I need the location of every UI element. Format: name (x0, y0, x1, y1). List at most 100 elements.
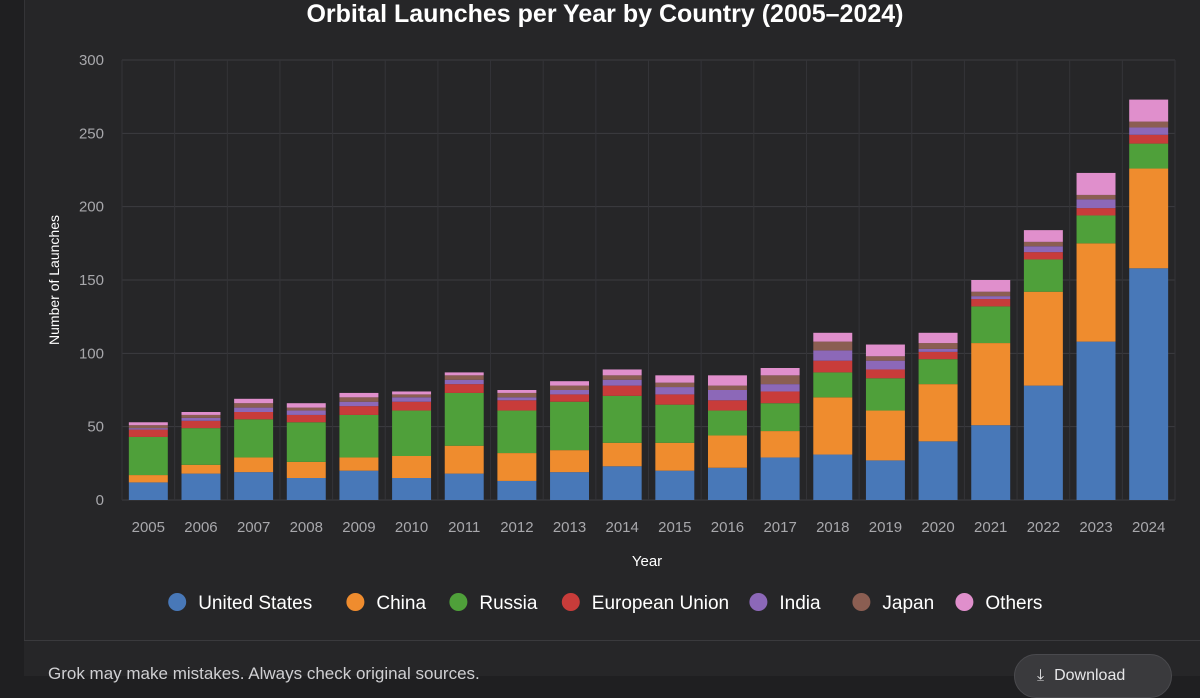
bar-segment (550, 381, 590, 386)
bar-segment (707, 435, 747, 468)
x-tick-label: 2014 (605, 519, 638, 536)
legend-swatch (561, 593, 580, 611)
bar-segment (286, 478, 326, 500)
x-tick-label: 2024 (1132, 519, 1165, 536)
bar-segment (971, 299, 1011, 307)
x-tick-label: 2018 (816, 519, 849, 536)
bar-segment (655, 470, 695, 500)
bar-segment (339, 470, 379, 500)
bar-segment (234, 457, 274, 473)
bar-segment (550, 394, 590, 402)
disclaimer-text: Grok may make mistakes. Always check ori… (48, 664, 480, 683)
bar-segment (392, 456, 432, 478)
legend-label: India (779, 593, 821, 614)
bar-segment (918, 332, 958, 344)
legend-item: Japan (852, 593, 934, 614)
bar-segment (865, 410, 905, 461)
y-tick-label: 200 (79, 199, 104, 216)
bar-segment (444, 445, 484, 474)
bar-segment (1076, 215, 1116, 244)
bar-segment (971, 306, 1011, 344)
bar-segment (497, 480, 537, 500)
bar-segment (971, 343, 1011, 426)
legend-label: Japan (882, 593, 934, 614)
bar-segment (444, 372, 484, 376)
legend: United States China Russia European Union In… (168, 593, 1042, 614)
download-button[interactable]: ⤓ Download (1014, 654, 1172, 698)
bar-segment (813, 341, 853, 351)
bar-segment (655, 394, 695, 405)
bar-segment (128, 429, 168, 437)
y-tick-label: 300 (79, 52, 104, 69)
bar-segment (865, 356, 905, 361)
bar-segment (655, 375, 695, 383)
x-tick-label: 2012 (500, 519, 533, 536)
bar-segment (1023, 230, 1063, 242)
bar-segment (339, 414, 379, 458)
bar-segment (550, 472, 590, 500)
bar-segment (392, 391, 432, 395)
bar-segment (813, 332, 853, 342)
bar-segment (286, 403, 326, 408)
bar-segment (444, 375, 484, 380)
bar-segment (918, 441, 958, 500)
bar-segment (971, 280, 1011, 292)
y-tick-label: 0 (96, 492, 104, 509)
bar-segment (813, 350, 853, 361)
bar-segment (813, 372, 853, 398)
grid-lines (121, 59, 1176, 501)
x-tick-label: 2019 (869, 519, 902, 536)
stacked-bar-chart: Orbital Launches per Year by Country (20… (46, 0, 1176, 614)
bar-segment (497, 410, 537, 454)
bar-segment (234, 472, 274, 500)
bar-segment (128, 425, 168, 429)
x-tick-label: 2005 (132, 519, 165, 536)
legend-item: China (346, 593, 426, 614)
bar-segment (1023, 241, 1063, 247)
bar-segment (971, 425, 1011, 500)
bar-segment (918, 384, 958, 442)
bar-segment (286, 407, 326, 411)
legend-item: Russia (449, 593, 538, 614)
bar-segment (339, 401, 379, 407)
bar-segment (813, 360, 853, 373)
bar-segment (128, 475, 168, 483)
bar-segment (1023, 291, 1063, 386)
bar-segment (392, 410, 432, 456)
bar-segment (497, 400, 537, 411)
download-icon: ⤓ (1037, 667, 1045, 684)
legend-swatch (168, 593, 187, 611)
bar-segment (1023, 259, 1063, 292)
legend-label: Russia (479, 593, 538, 614)
bar-segment (286, 414, 326, 423)
bar-segment (1076, 199, 1116, 209)
bar-segment (444, 473, 484, 500)
chart-title: Orbital Launches per Year by Country (20… (306, 0, 903, 28)
bar-segment (392, 478, 432, 500)
bar-segment (655, 387, 695, 395)
bar-segment (497, 397, 537, 401)
bar-segment (813, 397, 853, 455)
bar-segment (1076, 194, 1116, 200)
x-tick-label: 2007 (237, 519, 270, 536)
y-tick-label: 150 (79, 272, 104, 289)
bar-segment (181, 414, 221, 418)
legend-item: Others (955, 593, 1042, 614)
legend-item: European Union (561, 593, 729, 614)
bar-segment (760, 457, 800, 500)
bar-segment (1076, 172, 1116, 195)
bar-segment (1023, 385, 1063, 500)
bar-segment (918, 343, 958, 349)
bar-segment (1129, 134, 1169, 144)
bar-segment (181, 417, 221, 421)
bar-segment (339, 397, 379, 402)
x-tick-label: 2023 (1079, 519, 1112, 536)
bar-segment (865, 344, 905, 357)
bar-segment (497, 453, 537, 481)
bar-segment (1129, 268, 1169, 500)
legend-swatch (449, 593, 468, 611)
bar-segment (865, 378, 905, 411)
x-tick-label: 2013 (553, 519, 586, 536)
bar-segment (655, 404, 695, 443)
y-axis-label: Number of Launches (46, 215, 62, 345)
